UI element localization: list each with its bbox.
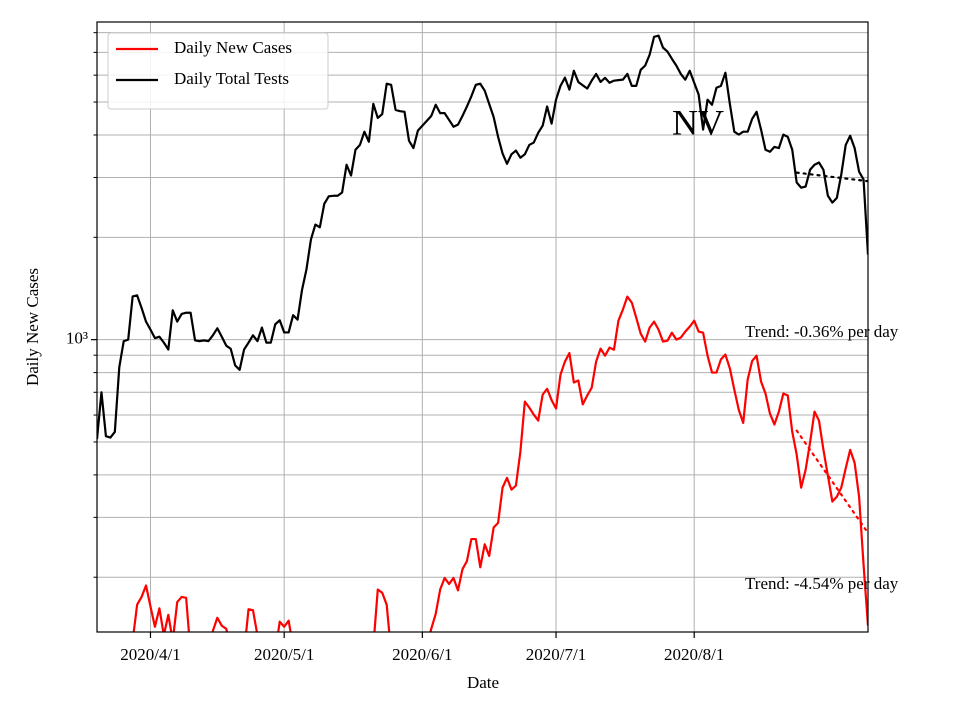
legend: Daily New Cases Daily Total Tests (107, 32, 329, 110)
trend-line (795, 429, 868, 535)
legend-box (107, 32, 329, 110)
plot-lines (97, 34, 868, 632)
x-axis-label: Date (467, 673, 499, 692)
panel-label: NV (672, 102, 724, 142)
trend-annotation: Trend: -0.36% per day (745, 322, 899, 341)
plot-frame (96, 21, 869, 633)
x-tick-label: 2020/6/1 (392, 645, 452, 664)
x-tick-label: 2020/5/1 (254, 645, 314, 664)
trend-annotation: Trend: -4.54% per day (745, 574, 899, 593)
y-tick-label: 10³ (66, 329, 88, 348)
legend-label: Daily Total Tests (174, 69, 289, 88)
x-tick-label: 2020/4/1 (120, 645, 180, 664)
trend-line (795, 171, 868, 183)
series-line (132, 295, 868, 632)
axes: 10³ 2020/4/1 2020/5/1 2020/6/1 2020/7/1 2020/… (66, 32, 724, 664)
x-tick-label: 2020/7/1 (526, 645, 586, 664)
y-axis-label: Daily New Cases (23, 268, 42, 386)
series-line (97, 34, 868, 440)
x-tick-label: 2020/8/1 (664, 645, 724, 664)
legend-label: Daily New Cases (174, 38, 292, 57)
